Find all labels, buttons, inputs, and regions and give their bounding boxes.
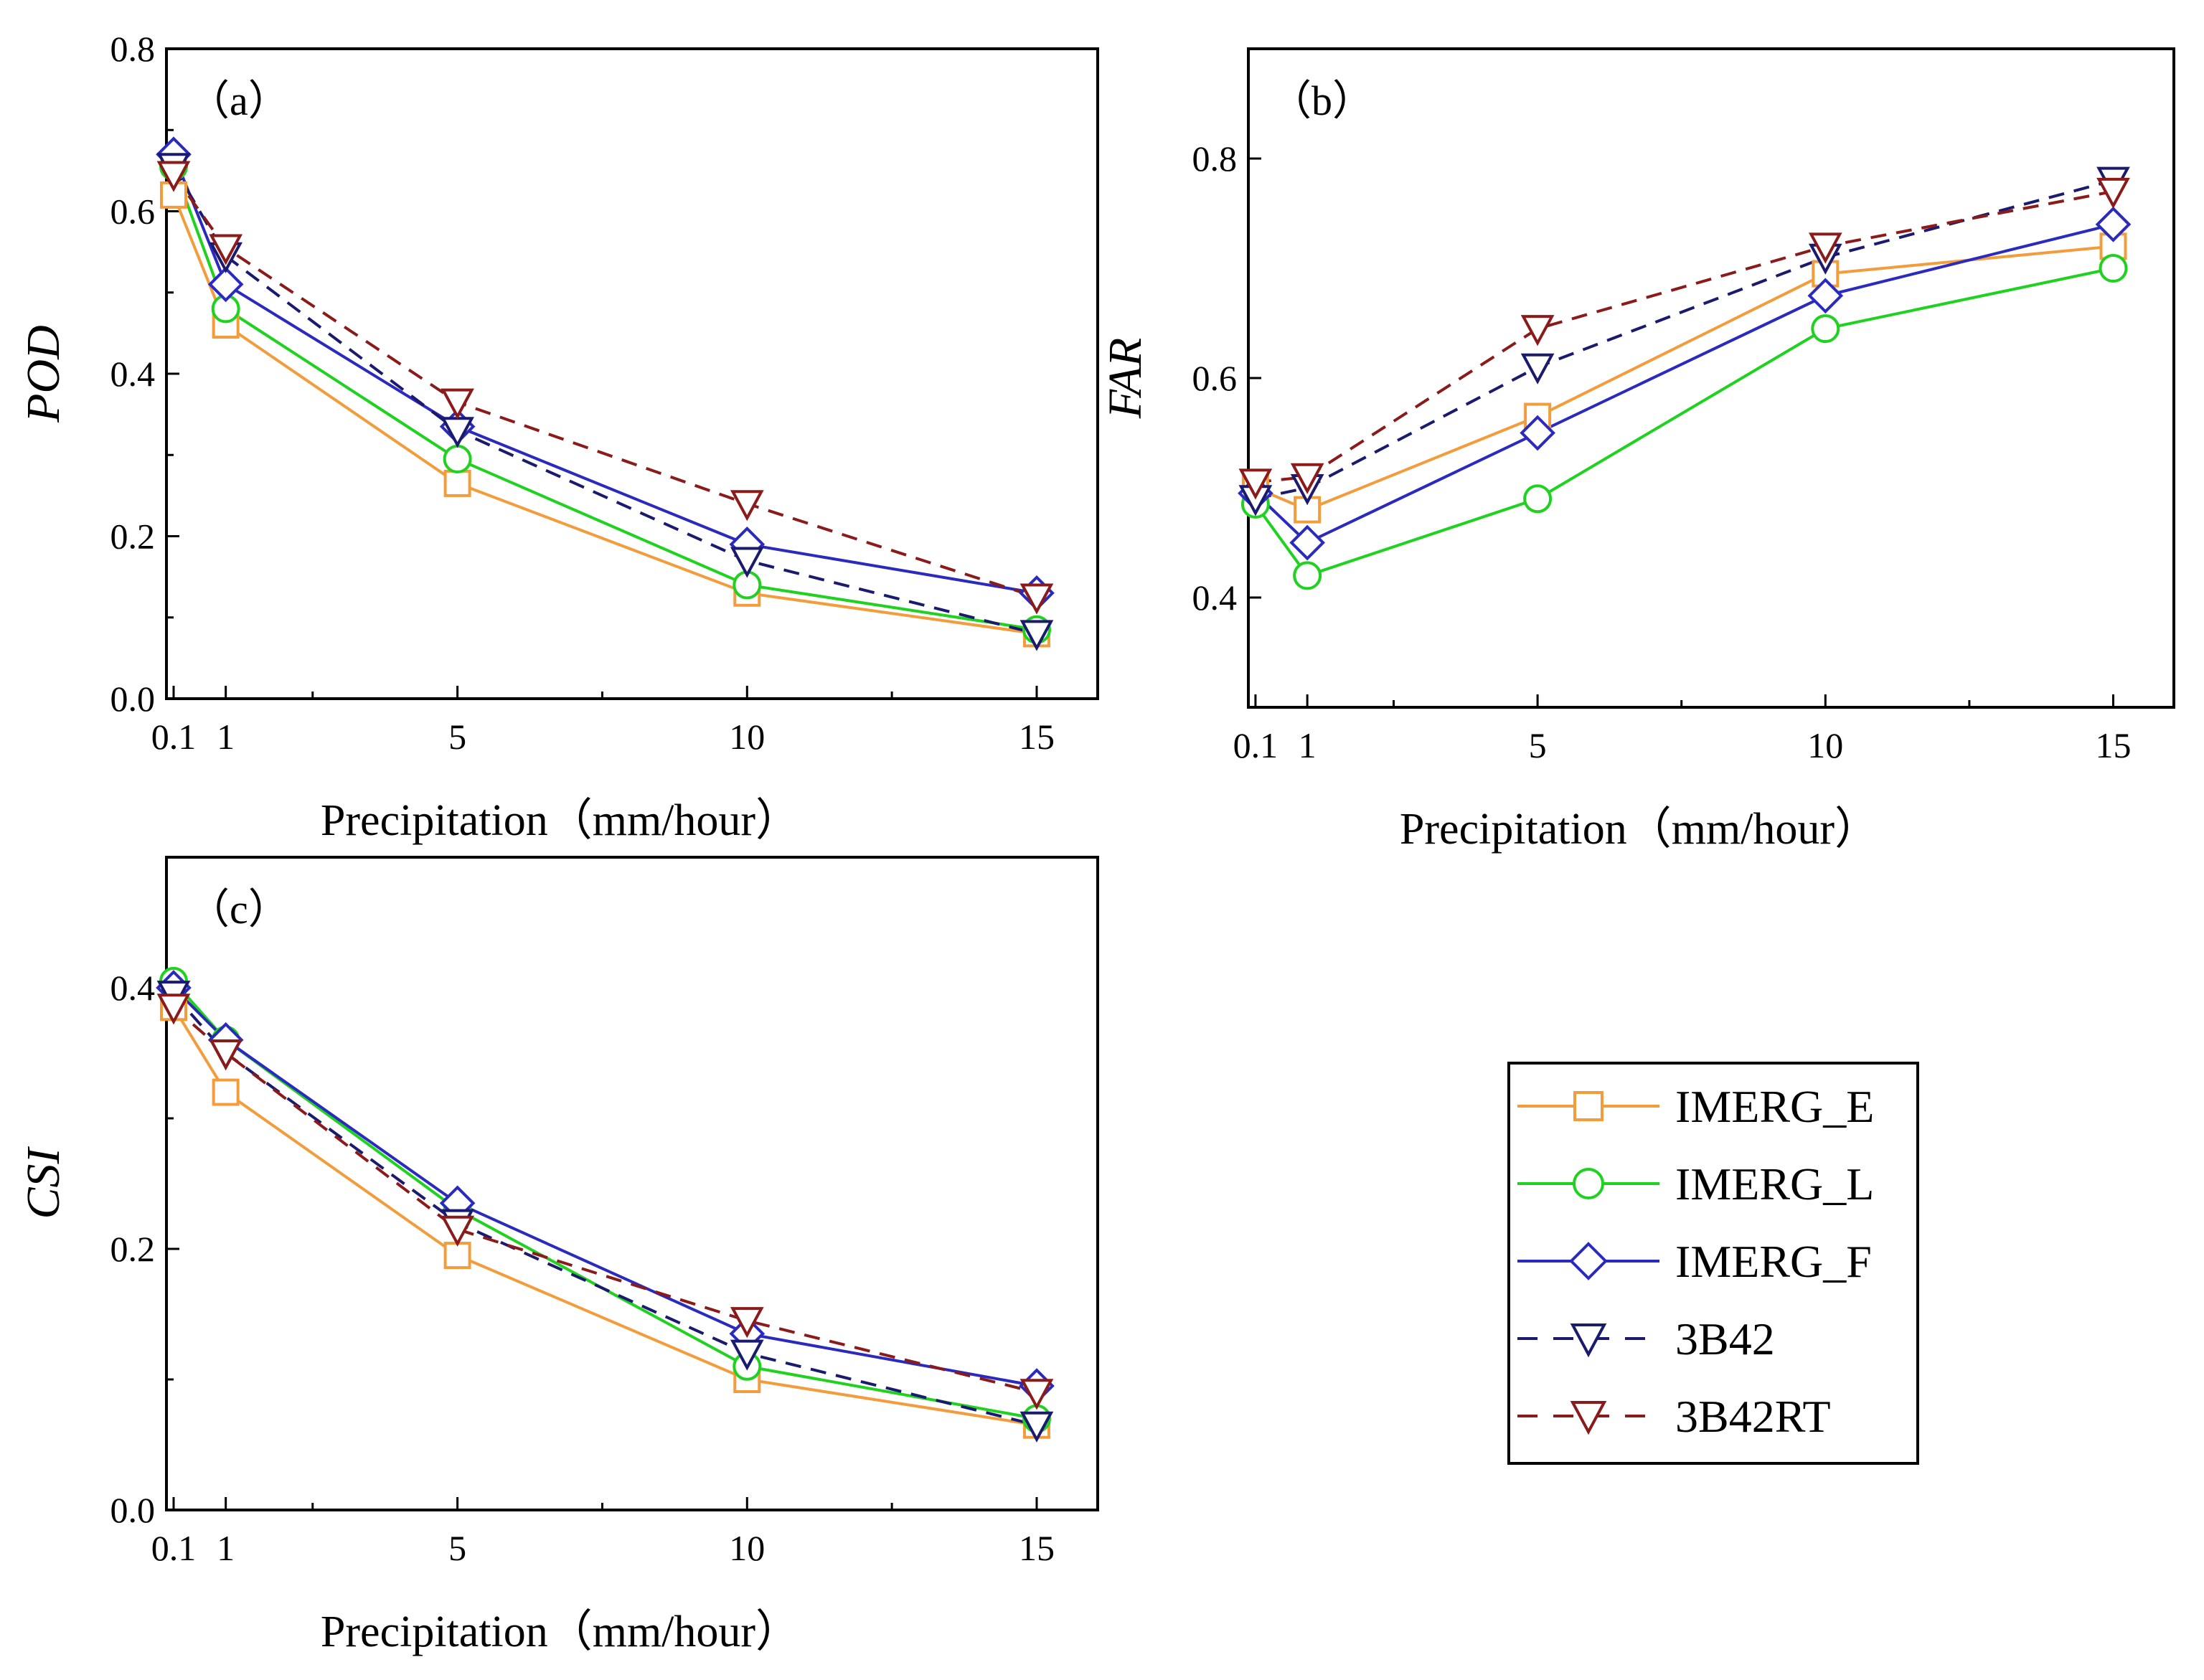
data-point-3b42 bbox=[1019, 620, 1054, 651]
legend-marker-imerg-l bbox=[1573, 1168, 1604, 1199]
data-point-3b42rt bbox=[1019, 1379, 1054, 1410]
y-axis-title: POD bbox=[17, 325, 70, 423]
data-point-3b42 bbox=[730, 1339, 764, 1371]
legend-label-imerg-f: IMERG_F bbox=[1675, 1236, 1872, 1287]
x-tick-label: 5 bbox=[1529, 725, 1547, 765]
y-axis-title: CSI bbox=[17, 1146, 70, 1219]
series-line-imerg-l bbox=[172, 166, 1037, 631]
y-tick-label: 0.2 bbox=[110, 1229, 156, 1269]
y-tick-label: 0.0 bbox=[110, 1490, 156, 1530]
panel-a-pod: 0.00.20.40.60.80.1 1 5 10 15Precipitation（mm… bbox=[17, 29, 1099, 845]
legend-label-3b42rt: 3B42RT bbox=[1675, 1391, 1831, 1442]
plot-frame bbox=[165, 856, 1099, 1511]
data-point-3b42rt bbox=[1808, 232, 1842, 264]
data-point-3b42 bbox=[1520, 353, 1555, 384]
data-point-imerg-f bbox=[1520, 415, 1555, 451]
data-point-3b42rt bbox=[441, 388, 474, 420]
data-point-3b42rt bbox=[1019, 583, 1054, 615]
y-tick-label: 0.6 bbox=[1192, 358, 1238, 398]
y-tick-label: 0.8 bbox=[1192, 138, 1238, 179]
data-point-imerg-f bbox=[1289, 524, 1325, 561]
x-axis-title: Precipitation（mm/hour） bbox=[1400, 805, 1879, 854]
x-tick-label: 5 bbox=[448, 717, 466, 757]
data-point-3b42rt bbox=[156, 161, 191, 192]
panel-c-csi: 0.00.20.40.1 1 5 10 15Precipitation（mm/hour）… bbox=[17, 856, 1099, 1656]
x-tick-label: 15 bbox=[2096, 725, 2132, 765]
legend-marker-imerg-f bbox=[1569, 1242, 1608, 1280]
legend-marker-3b42 bbox=[1570, 1323, 1607, 1358]
data-point-3b42rt bbox=[441, 1215, 474, 1247]
data-point-imerg-l bbox=[1293, 561, 1322, 590]
data-point-imerg-e bbox=[443, 1242, 471, 1270]
data-point-3b42rt bbox=[1520, 315, 1555, 346]
legend-label-3b42: 3B42 bbox=[1675, 1313, 1775, 1364]
y-tick-label: 0.4 bbox=[1192, 577, 1238, 618]
y-tick-label: 0.2 bbox=[110, 516, 156, 557]
data-point-3b42rt bbox=[730, 490, 764, 522]
data-point-imerg-f bbox=[2095, 206, 2132, 242]
x-tick-label: 5 bbox=[448, 1528, 466, 1568]
data-point-3b42rt bbox=[1238, 468, 1273, 500]
x-tick-label: 15 bbox=[1019, 717, 1055, 757]
data-point-imerg-l bbox=[443, 444, 472, 473]
series-line-3b42rt bbox=[172, 174, 1037, 599]
series-line-3b42rt bbox=[172, 1006, 1037, 1395]
data-point-3b42rt bbox=[209, 1039, 243, 1071]
x-tick-label: 1 bbox=[217, 717, 235, 757]
y-tick-label: 0.4 bbox=[110, 354, 156, 394]
x-tick-label: 10 bbox=[729, 1528, 765, 1568]
data-point-3b42 bbox=[1019, 1411, 1054, 1443]
x-tick-label: 1 bbox=[217, 1528, 235, 1568]
data-point-3b42 bbox=[730, 547, 764, 578]
data-point-imerg-e bbox=[212, 1078, 240, 1106]
data-point-3b42rt bbox=[1290, 463, 1324, 494]
data-point-3b42rt bbox=[2096, 177, 2130, 209]
x-tick-label: 0.1 bbox=[151, 717, 197, 757]
data-point-3b42rt bbox=[156, 994, 191, 1025]
y-tick-label: 0.4 bbox=[110, 968, 156, 1008]
y-axis-title: FAR bbox=[1099, 338, 1152, 419]
data-point-imerg-e bbox=[443, 469, 471, 497]
legend-label-imerg-e: IMERG_E bbox=[1675, 1081, 1874, 1132]
y-tick-label: 0.8 bbox=[110, 29, 156, 69]
series-line-imerg-l bbox=[172, 980, 1037, 1420]
data-point-imerg-l bbox=[2099, 254, 2128, 283]
series-line-imerg-e bbox=[172, 194, 1037, 636]
legend: IMERG_E IMERG_L IMERG_F 3B42 3B42RT bbox=[1507, 1062, 1919, 1465]
plot-frame bbox=[165, 47, 1099, 700]
series-line-imerg-f bbox=[172, 154, 1037, 595]
series-line-3b42 bbox=[172, 166, 1037, 636]
x-tick-label: 0.1 bbox=[1233, 725, 1278, 765]
data-point-imerg-f bbox=[1807, 278, 1844, 314]
panel-label: （b） bbox=[1270, 77, 1374, 124]
legend-label-imerg-l: IMERG_L bbox=[1675, 1158, 1874, 1209]
series-line-imerg-l bbox=[1254, 267, 2114, 577]
x-axis-title: Precipitation（mm/hour） bbox=[321, 1608, 800, 1656]
data-point-imerg-f bbox=[207, 266, 244, 303]
data-point-imerg-l bbox=[1523, 484, 1553, 514]
legend-marker-3b42rt bbox=[1570, 1401, 1607, 1435]
x-tick-label: 0.1 bbox=[151, 1528, 197, 1568]
data-point-imerg-l bbox=[1811, 314, 1840, 344]
data-point-3b42rt bbox=[209, 234, 243, 265]
x-axis-title: Precipitation（mm/hour） bbox=[321, 796, 800, 845]
plot-frame bbox=[1247, 47, 2175, 709]
series-line-3b42 bbox=[1255, 179, 2114, 501]
x-tick-label: 10 bbox=[729, 717, 765, 757]
legend-marker-imerg-e bbox=[1573, 1091, 1603, 1121]
series-line-3b42rt bbox=[1255, 189, 2114, 484]
panel-label: （a） bbox=[188, 77, 290, 124]
y-tick-label: 0.0 bbox=[110, 679, 156, 719]
panel-label: （c） bbox=[188, 886, 290, 933]
series-line-imerg-f bbox=[172, 986, 1037, 1388]
x-tick-label: 1 bbox=[1299, 725, 1317, 765]
y-tick-label: 0.6 bbox=[110, 192, 156, 232]
x-tick-label: 15 bbox=[1019, 1528, 1055, 1568]
panel-b-far: 0.40.60.80.1 1 5 10 15Precipitation（mm/hour）… bbox=[1099, 47, 2175, 854]
series-line-imerg-f bbox=[1254, 222, 2114, 544]
data-point-3b42rt bbox=[730, 1307, 764, 1339]
x-tick-label: 10 bbox=[1807, 725, 1843, 765]
